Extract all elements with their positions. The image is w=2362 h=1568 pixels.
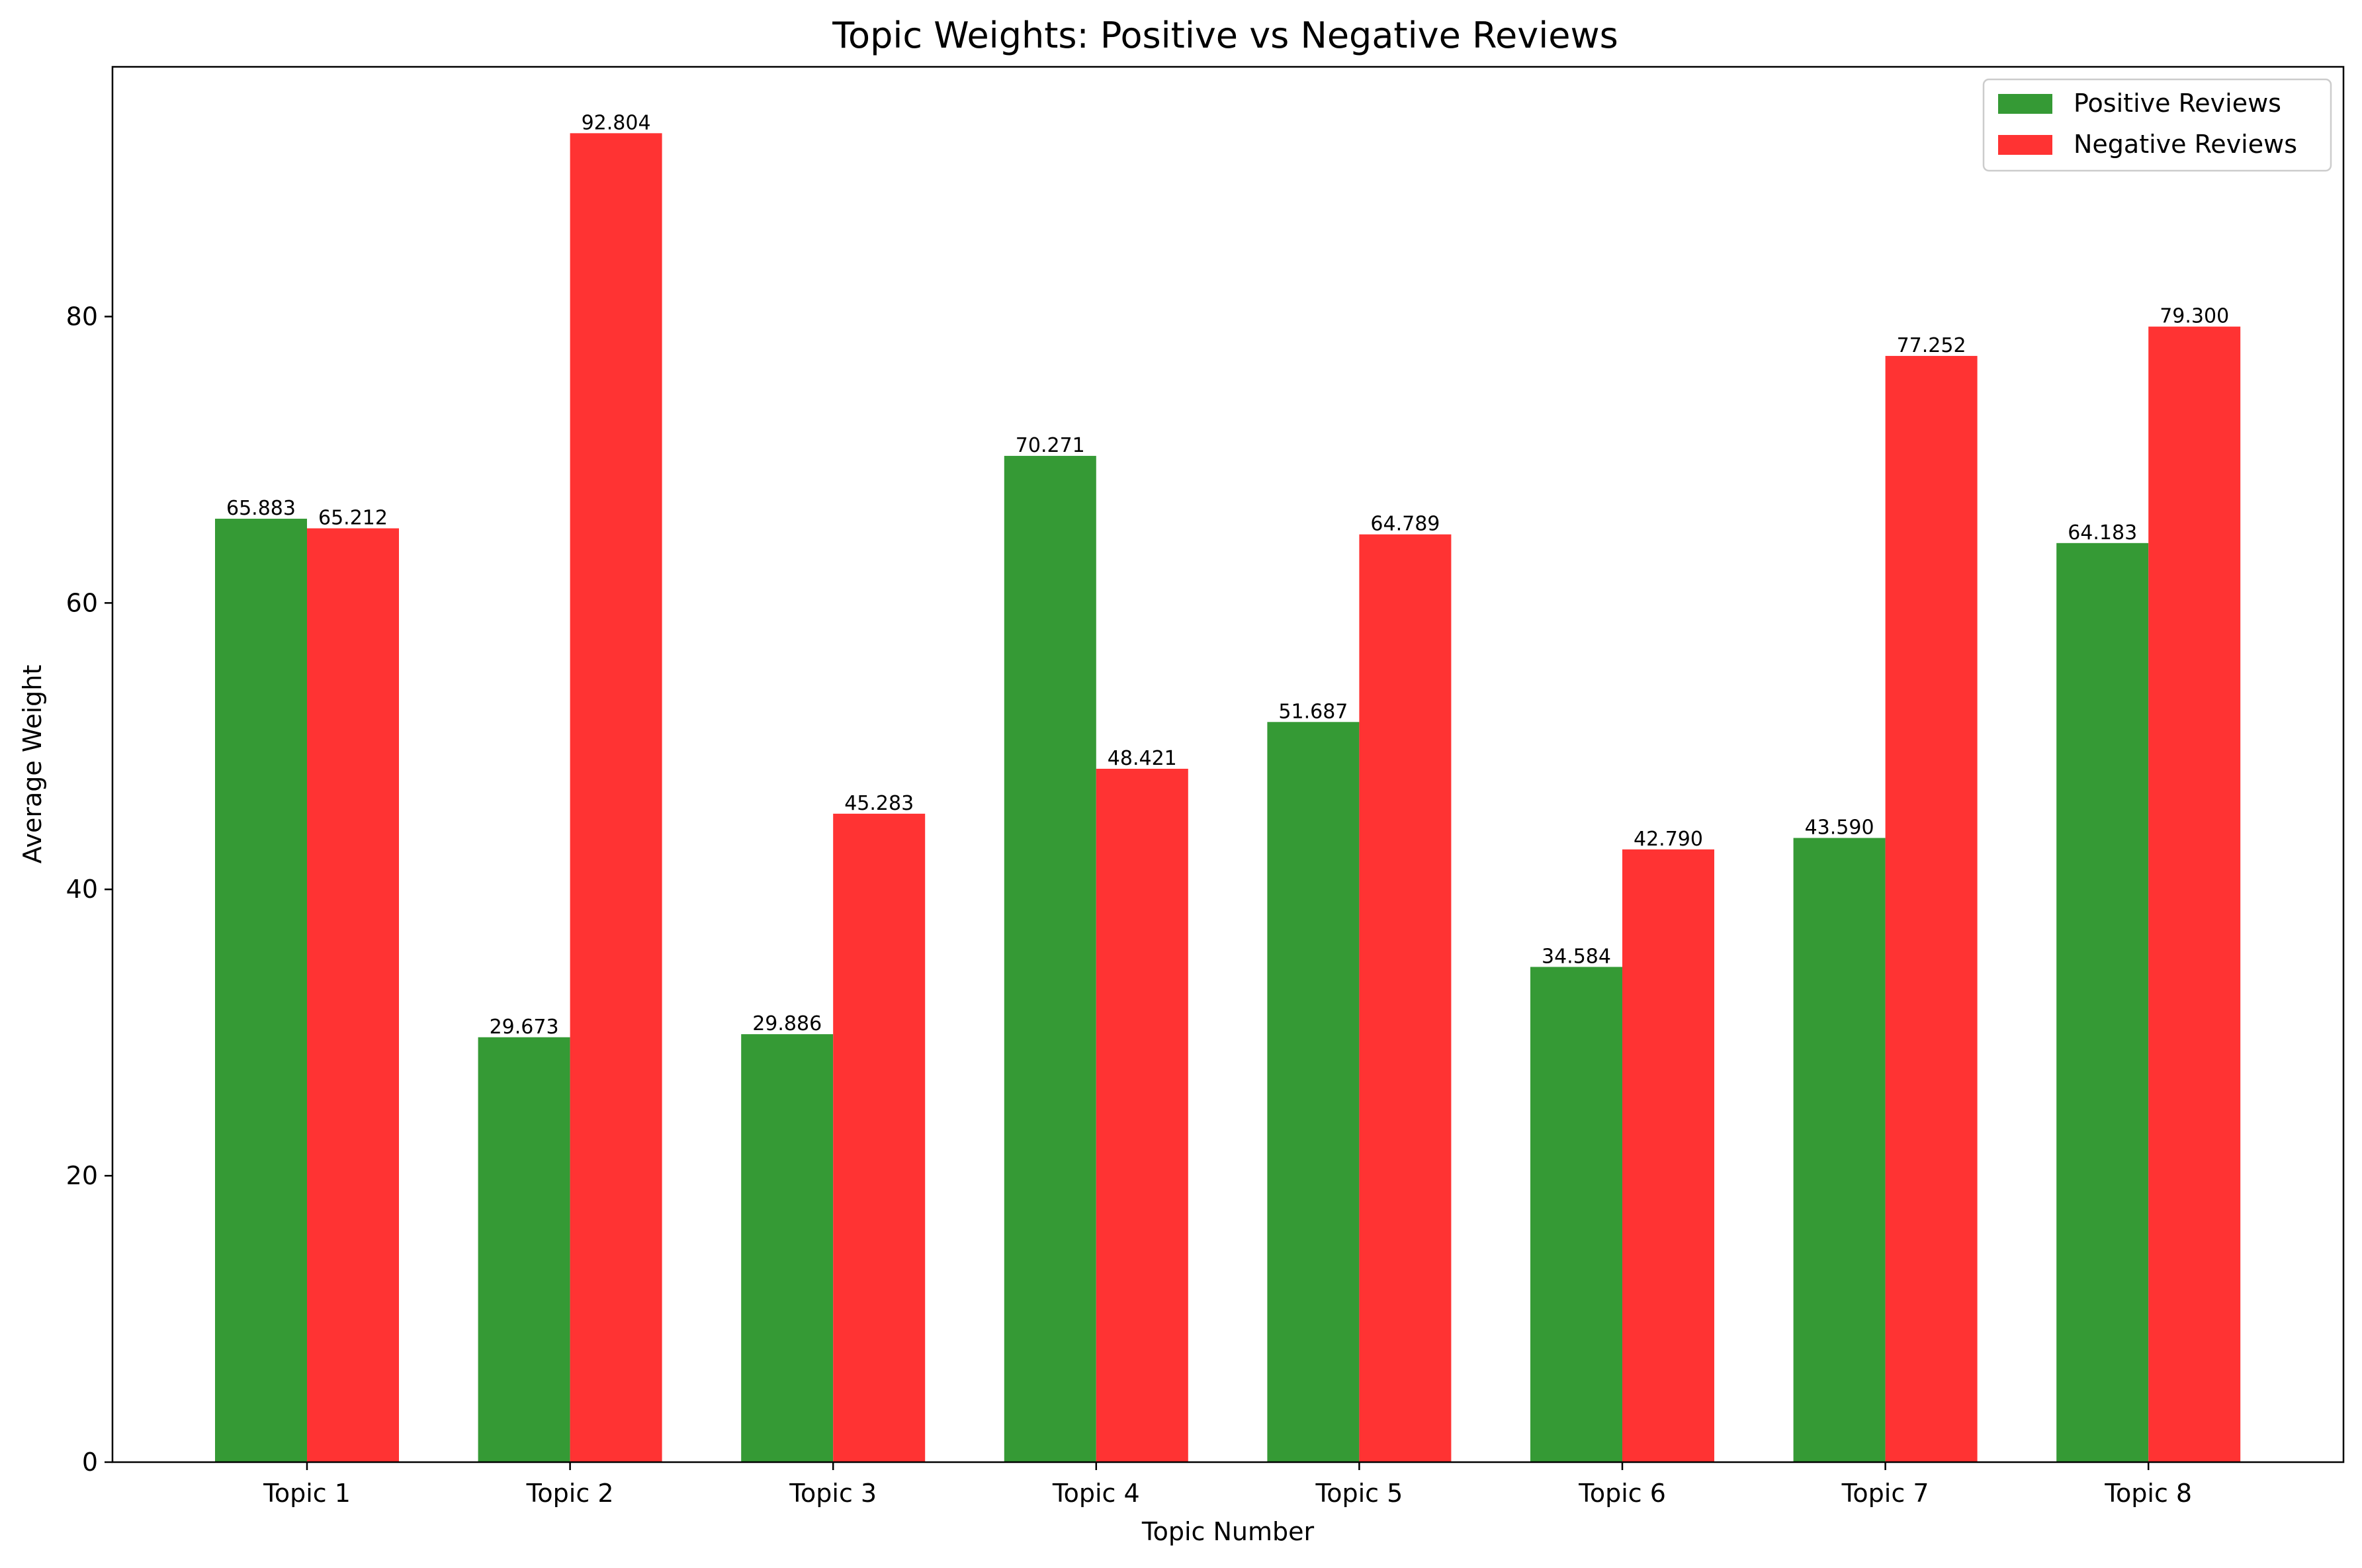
y-tick-label-80: 80	[66, 302, 98, 331]
data-labels-group: 65.883 65.212 29.673 92.804 29.886 45.283 70.2…	[226, 111, 2229, 1038]
positive-bar-7	[1793, 838, 1886, 1462]
bars-group	[215, 133, 2241, 1463]
x-tick-label-8: Topic 8	[2104, 1479, 2192, 1508]
positive-bar-1	[215, 519, 307, 1463]
positive-value-label-3: 29.886	[752, 1012, 822, 1035]
x-axis-label: Topic Number	[1141, 1517, 1315, 1546]
x-tick-label-2: Topic 2	[526, 1479, 614, 1508]
positive-bar-4	[1004, 456, 1096, 1462]
negative-value-label-2: 92.804	[582, 111, 651, 134]
y-tick-label-40: 40	[66, 875, 98, 904]
negative-legend-swatch	[1998, 135, 2052, 155]
positive-legend-swatch	[1998, 94, 2052, 114]
positive-value-label-2: 29.673	[490, 1016, 559, 1039]
x-tick-label-4: Topic 4	[1052, 1479, 1140, 1508]
positive-value-label-4: 70.271	[1016, 434, 1085, 457]
negative-bar-1	[307, 528, 399, 1463]
negative-bar-4	[1096, 768, 1188, 1462]
legend: Positive Reviews Negative Reviews	[1982, 78, 2332, 172]
negative-bar-5	[1359, 534, 1452, 1462]
y-axis: 0 20 40 60 80	[66, 302, 112, 1477]
x-tick-label-5: Topic 5	[1315, 1479, 1403, 1508]
x-tick-label-3: Topic 3	[789, 1479, 877, 1508]
positive-bar-5	[1267, 722, 1360, 1462]
y-tick-label-0: 0	[82, 1448, 98, 1477]
negative-bar-7	[1885, 355, 1978, 1462]
x-axis: Topic 1 Topic 2 Topic 3 Topic 4 Topic 5 Topic…	[263, 1462, 2192, 1508]
negative-bar-8	[2148, 326, 2241, 1462]
positive-value-label-1: 65.883	[226, 497, 296, 520]
positive-value-label-7: 43.590	[1805, 816, 1874, 840]
positive-bar-2	[478, 1037, 570, 1462]
negative-bar-2	[570, 133, 662, 1462]
negative-value-label-8: 79.300	[2160, 305, 2229, 328]
legend-box	[1982, 78, 2332, 172]
negative-value-label-1: 65.212	[318, 507, 388, 530]
chart-title: Topic Weights: Positive vs Negative Revi…	[832, 15, 1618, 56]
negative-value-label-5: 64.789	[1370, 513, 1440, 536]
positive-value-label-5: 51.687	[1278, 700, 1348, 723]
positive-value-label-6: 34.584	[1542, 945, 1611, 968]
positive-value-label-8: 64.183	[2068, 521, 2137, 544]
negative-value-label-7: 77.252	[1897, 334, 1966, 357]
positive-bar-6	[1530, 967, 1622, 1462]
negative-bar-6	[1622, 849, 1714, 1462]
negative-value-label-6: 42.790	[1634, 828, 1703, 851]
x-tick-label-1: Topic 1	[263, 1479, 351, 1508]
negative-value-label-4: 48.421	[1108, 747, 1177, 770]
negative-value-label-3: 45.283	[844, 792, 914, 815]
y-axis-label: Average Weight	[18, 665, 47, 864]
y-tick-label-20: 20	[66, 1161, 98, 1190]
positive-bar-3	[741, 1034, 834, 1462]
plot-frame	[111, 65, 2345, 1463]
negative-bar-3	[833, 813, 926, 1462]
negative-legend-label: Negative Reviews	[2074, 130, 2297, 159]
x-tick-label-6: Topic 6	[1578, 1479, 1666, 1508]
y-tick-label-60: 60	[66, 588, 98, 617]
positive-legend-label: Positive Reviews	[2074, 89, 2281, 118]
x-tick-label-7: Topic 7	[1841, 1479, 1929, 1508]
positive-bar-8	[2056, 543, 2149, 1463]
